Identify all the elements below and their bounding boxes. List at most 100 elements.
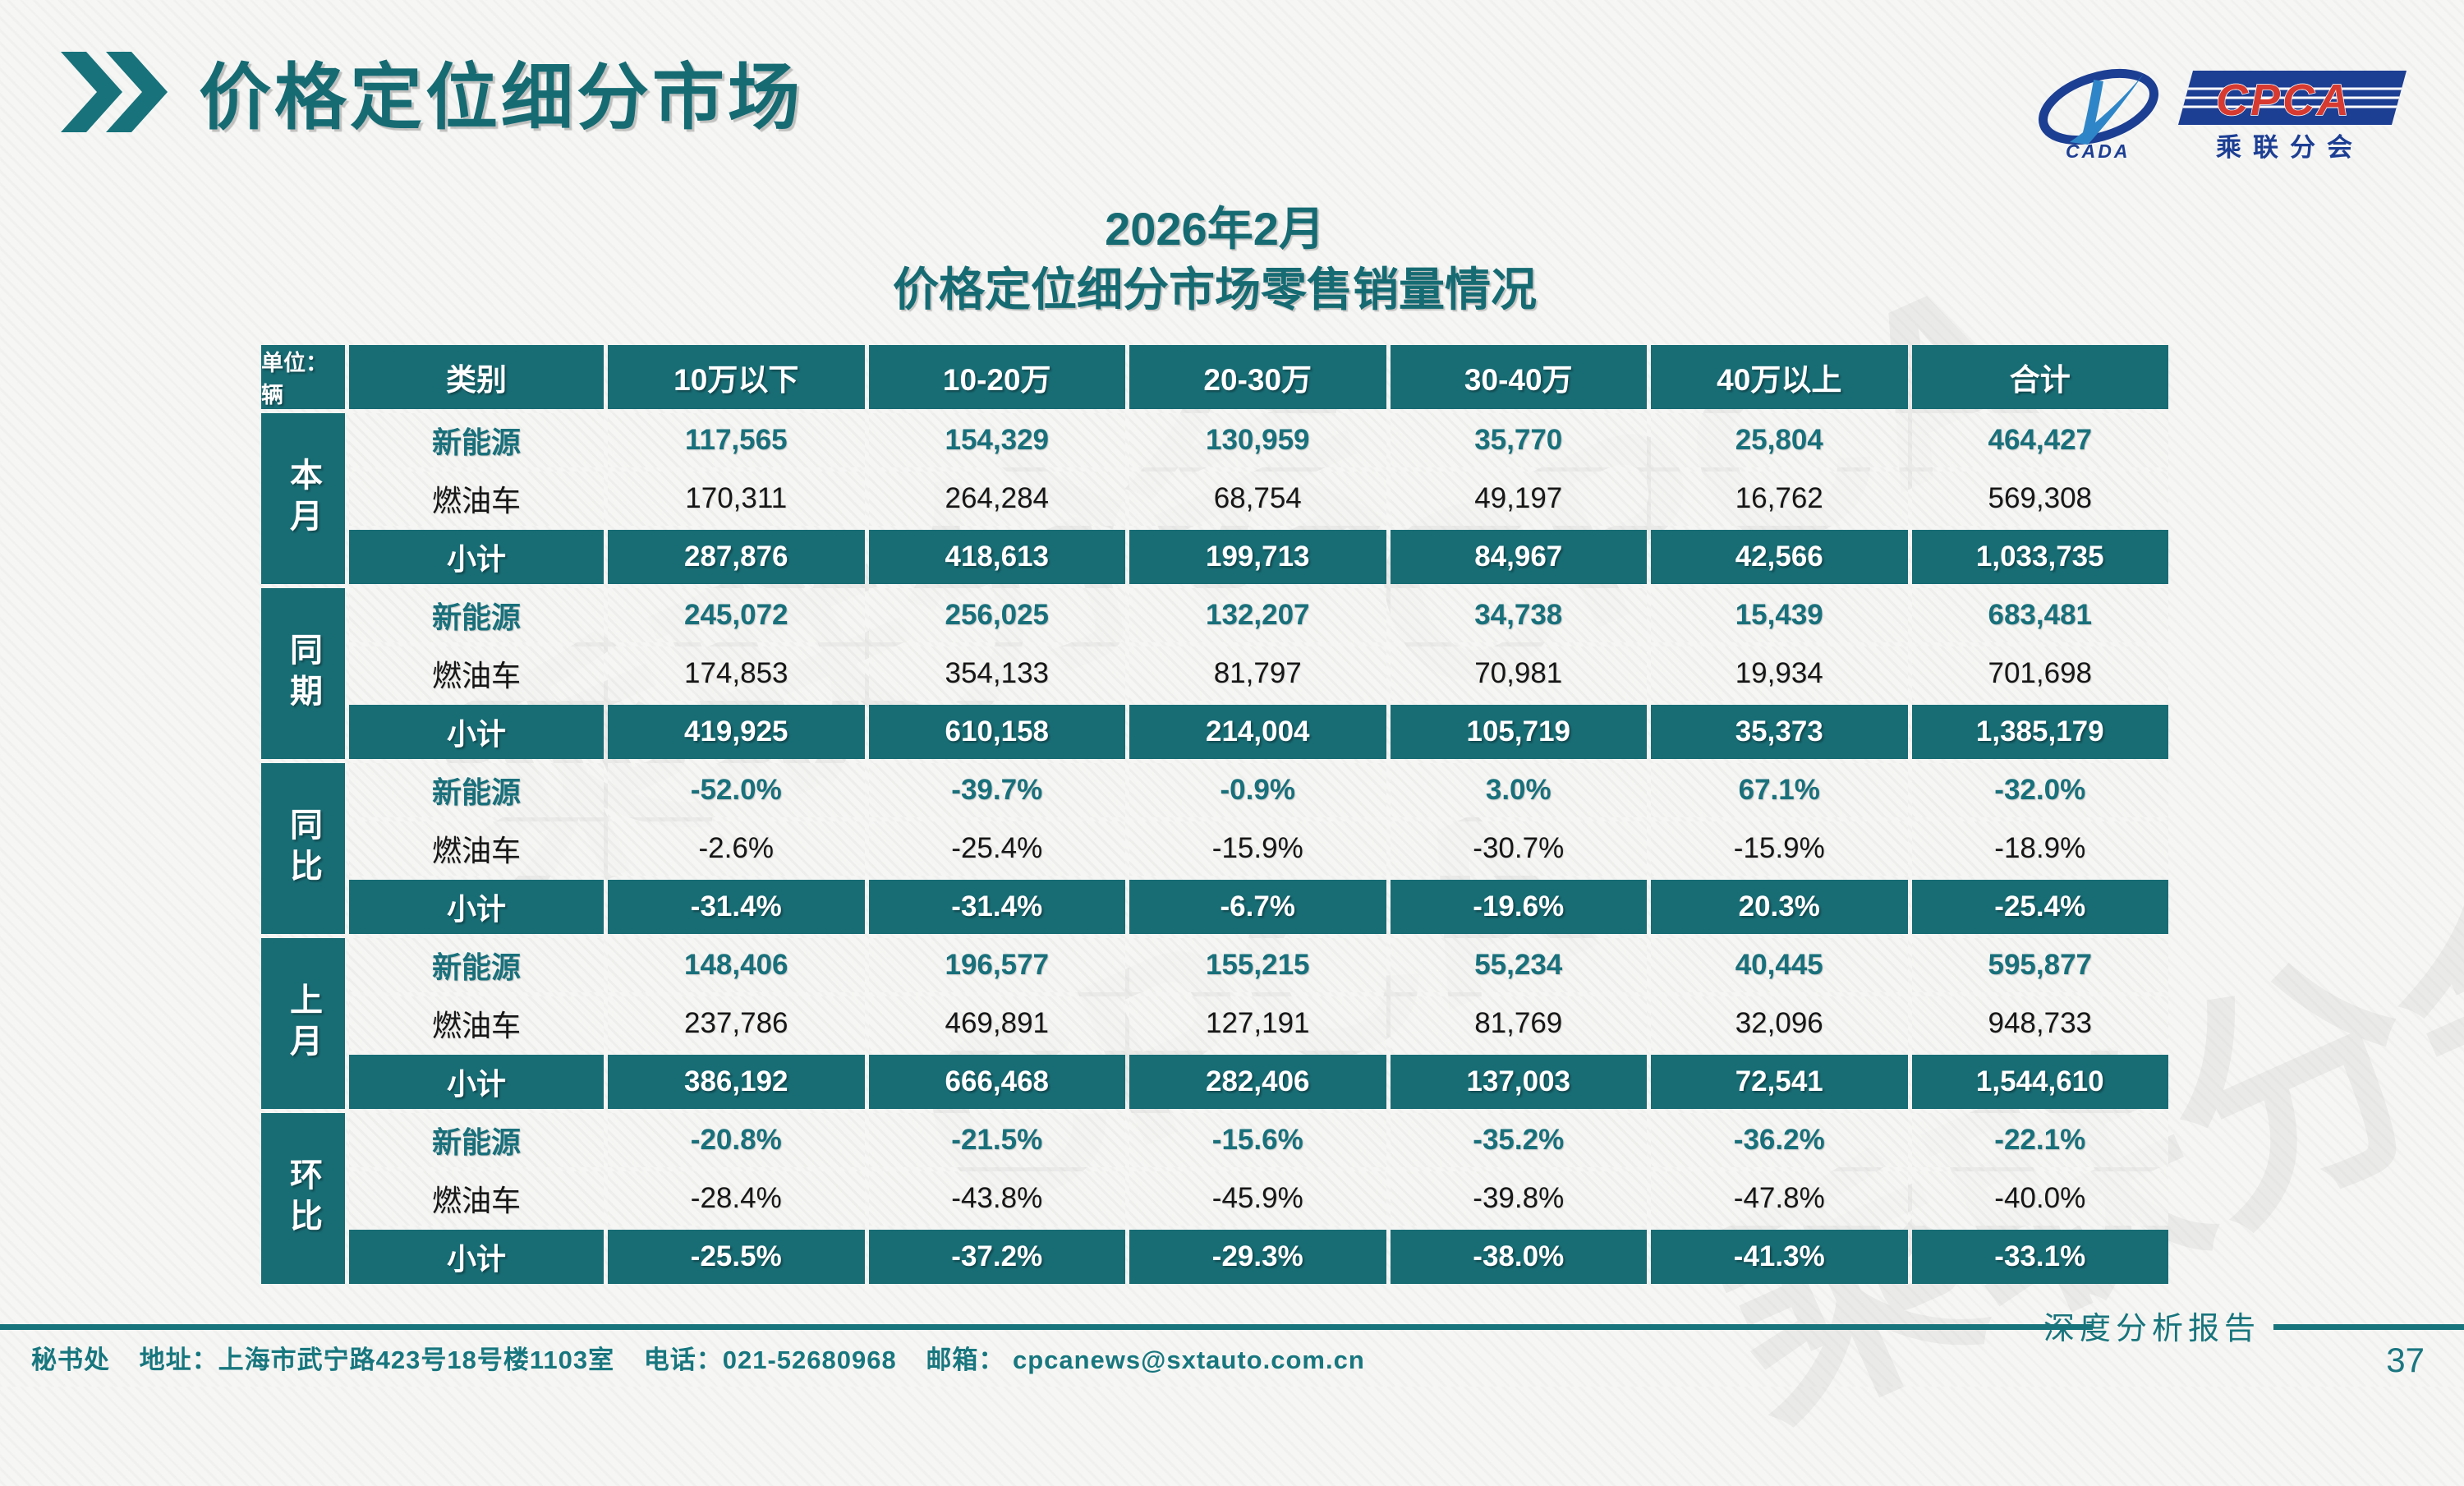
value-cell: 287,876 bbox=[608, 530, 865, 584]
value-cell: 610,158 bbox=[868, 705, 1125, 759]
page-title: 价格定位细分市场 bbox=[199, 57, 804, 138]
row-group-label: 同期 bbox=[261, 588, 345, 759]
category-cell: 燃油车 bbox=[349, 1171, 604, 1226]
value-cell: 81,797 bbox=[1129, 646, 1386, 701]
value-cell: 948,733 bbox=[1911, 996, 2168, 1051]
column-header-200k-300k: 20-30万 bbox=[1129, 345, 1386, 409]
value-cell: -25.5% bbox=[608, 1230, 865, 1284]
cada-wordmark: CADA bbox=[2066, 140, 2130, 162]
value-cell: -43.8% bbox=[868, 1171, 1125, 1226]
value-cell: -20.8% bbox=[608, 1113, 865, 1167]
value-cell: 170,311 bbox=[608, 472, 865, 526]
value-cell: 386,192 bbox=[608, 1055, 865, 1109]
value-cell: -41.3% bbox=[1651, 1230, 1908, 1284]
column-header-over-400k: 40万以上 bbox=[1651, 345, 1908, 409]
value-cell: 569,308 bbox=[1911, 472, 2168, 526]
email-label: 邮箱： bbox=[926, 1346, 1005, 1374]
row-group-label: 环比 bbox=[261, 1113, 345, 1284]
column-header-category: 类别 bbox=[349, 345, 604, 409]
value-cell: -25.4% bbox=[868, 821, 1125, 876]
cpca-chinese-name: 乘联分会 bbox=[2216, 133, 2364, 162]
category-cell: 燃油车 bbox=[349, 821, 604, 876]
category-cell: 燃油车 bbox=[349, 472, 604, 526]
column-header-100k-200k: 10-20万 bbox=[868, 345, 1125, 409]
value-cell: 25,804 bbox=[1651, 413, 1908, 467]
footer-contact-line: 秘书处 地址：上海市武宁路423号18号楼1103室 电话：021-526809… bbox=[31, 1339, 1365, 1376]
value-cell: 16,762 bbox=[1651, 472, 1908, 526]
row-group-label: 同比 bbox=[261, 763, 345, 934]
price-segment-table: 单位：辆 类别 10万以下 10-20万 20-30万 30-40万 40万以上… bbox=[261, 345, 2168, 1284]
unit-label: 单位：辆 bbox=[261, 345, 345, 409]
value-cell: 132,207 bbox=[1129, 588, 1386, 642]
footer-divider-left bbox=[0, 1324, 2093, 1330]
value-cell: 3.0% bbox=[1390, 763, 1647, 817]
value-cell: 196,577 bbox=[868, 938, 1125, 992]
value-cell: -31.4% bbox=[868, 880, 1125, 934]
value-cell: -6.7% bbox=[1129, 880, 1386, 934]
value-cell: 683,481 bbox=[1911, 588, 2168, 642]
address-text: 地址：上海市武宁路423号18号楼1103室 bbox=[139, 1346, 615, 1374]
value-cell: -47.8% bbox=[1651, 1171, 1908, 1226]
value-cell: 35,373 bbox=[1651, 705, 1908, 759]
phone-text: 电话：021-52680968 bbox=[643, 1346, 897, 1374]
category-cell: 新能源 bbox=[349, 413, 604, 467]
value-cell: 464,427 bbox=[1911, 413, 2168, 467]
value-cell: 155,215 bbox=[1129, 938, 1386, 992]
category-cell: 小计 bbox=[349, 880, 604, 934]
value-cell: 701,698 bbox=[1911, 646, 2168, 701]
category-cell: 小计 bbox=[349, 1230, 604, 1284]
value-cell: -19.6% bbox=[1390, 880, 1647, 934]
cpca-logo-graphic: CADA CPCA 乘联分会 bbox=[2039, 69, 2407, 162]
value-cell: 1,385,179 bbox=[1911, 705, 2168, 759]
footer-divider-right bbox=[2273, 1324, 2464, 1330]
value-cell: 84,967 bbox=[1390, 530, 1647, 584]
value-cell: 1,033,735 bbox=[1911, 530, 2168, 584]
value-cell: 68,754 bbox=[1129, 472, 1386, 526]
value-cell: 81,769 bbox=[1390, 996, 1647, 1051]
value-cell: -31.4% bbox=[608, 880, 865, 934]
cpca-logo: CADA CPCA 乘联分会 bbox=[2020, 64, 2407, 163]
value-cell: -15.9% bbox=[1129, 821, 1386, 876]
value-cell: 245,072 bbox=[608, 588, 865, 642]
value-cell: 34,738 bbox=[1390, 588, 1647, 642]
value-cell: 199,713 bbox=[1129, 530, 1386, 584]
value-cell: 20.3% bbox=[1651, 880, 1908, 934]
value-cell: -39.8% bbox=[1390, 1171, 1647, 1226]
value-cell: 70,981 bbox=[1390, 646, 1647, 701]
value-cell: 19,934 bbox=[1651, 646, 1908, 701]
category-cell: 小计 bbox=[349, 1055, 604, 1109]
value-cell: -35.2% bbox=[1390, 1113, 1647, 1167]
value-cell: 469,891 bbox=[868, 996, 1125, 1051]
value-cell: -22.1% bbox=[1911, 1113, 2168, 1167]
value-cell: -29.3% bbox=[1129, 1230, 1386, 1284]
column-header-under-100k: 10万以下 bbox=[608, 345, 865, 409]
category-cell: 新能源 bbox=[349, 588, 604, 642]
value-cell: 418,613 bbox=[868, 530, 1125, 584]
value-cell: -25.4% bbox=[1911, 880, 2168, 934]
value-cell: 214,004 bbox=[1129, 705, 1386, 759]
category-cell: 小计 bbox=[349, 530, 604, 584]
table-title: 2026年2月 价格定位细分市场零售销量情况 bbox=[261, 199, 2168, 320]
value-cell: -36.2% bbox=[1651, 1113, 1908, 1167]
category-cell: 新能源 bbox=[349, 938, 604, 992]
value-cell: 32,096 bbox=[1651, 996, 1908, 1051]
value-cell: 35,770 bbox=[1390, 413, 1647, 467]
value-cell: 130,959 bbox=[1129, 413, 1386, 467]
secretariat-label: 秘书处 bbox=[31, 1346, 110, 1374]
value-cell: 127,191 bbox=[1129, 996, 1386, 1051]
value-cell: 174,853 bbox=[608, 646, 865, 701]
value-cell: 595,877 bbox=[1911, 938, 2168, 992]
value-cell: -37.2% bbox=[868, 1230, 1125, 1284]
email-link[interactable]: cpcanews@sxtauto.com.cn bbox=[1012, 1346, 1365, 1374]
value-cell: 282,406 bbox=[1129, 1055, 1386, 1109]
category-cell: 新能源 bbox=[349, 1113, 604, 1167]
category-cell: 小计 bbox=[349, 705, 604, 759]
slide-header: 价格定位细分市场 bbox=[59, 39, 803, 144]
value-cell: -39.7% bbox=[868, 763, 1125, 817]
value-cell: 354,133 bbox=[868, 646, 1125, 701]
page-number: 37 bbox=[2386, 1341, 2425, 1379]
value-cell: 42,566 bbox=[1651, 530, 1908, 584]
value-cell: -40.0% bbox=[1911, 1171, 2168, 1226]
value-cell: -45.9% bbox=[1129, 1171, 1386, 1226]
value-cell: -15.9% bbox=[1651, 821, 1908, 876]
